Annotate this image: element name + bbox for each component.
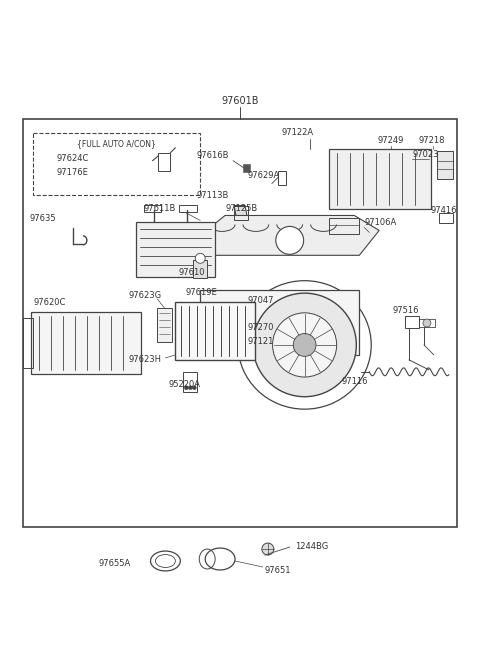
Polygon shape <box>195 215 379 255</box>
Bar <box>193 260 207 278</box>
Polygon shape <box>234 206 248 221</box>
Text: 97113B: 97113B <box>196 191 228 200</box>
Bar <box>243 164 250 172</box>
Bar <box>232 302 242 314</box>
Text: 97616B: 97616B <box>196 151 229 160</box>
Text: 97249: 97249 <box>377 136 404 145</box>
Circle shape <box>273 313 336 377</box>
Text: 97624C: 97624C <box>56 154 88 163</box>
Bar <box>157 308 172 342</box>
Bar <box>158 153 170 171</box>
Text: 97416: 97416 <box>431 206 457 215</box>
Circle shape <box>195 253 205 263</box>
Text: 97651: 97651 <box>265 567 291 576</box>
Text: 97122A: 97122A <box>282 128 314 138</box>
Circle shape <box>293 333 316 356</box>
Bar <box>200 290 360 355</box>
Bar <box>226 340 240 348</box>
Text: 97176E: 97176E <box>56 168 88 177</box>
Text: 97619E: 97619E <box>185 288 217 297</box>
Text: 97623G: 97623G <box>129 291 162 299</box>
Bar <box>183 372 197 392</box>
Text: 97125B: 97125B <box>225 204 257 213</box>
Bar <box>31 312 141 374</box>
Bar <box>419 319 435 327</box>
Text: 97047: 97047 <box>248 295 275 305</box>
Circle shape <box>253 293 356 397</box>
Text: 97620C: 97620C <box>33 297 66 307</box>
Bar <box>180 204 197 212</box>
Circle shape <box>262 543 274 555</box>
Circle shape <box>188 386 192 390</box>
Text: {FULL AUTO A/CON}: {FULL AUTO A/CON} <box>77 140 156 148</box>
Circle shape <box>184 386 188 390</box>
Text: 97601B: 97601B <box>221 96 259 106</box>
Text: 1244BG: 1244BG <box>295 542 328 551</box>
Text: 97121: 97121 <box>248 337 275 346</box>
Bar <box>329 219 360 234</box>
Text: 97623H: 97623H <box>129 356 162 364</box>
Circle shape <box>192 386 196 390</box>
Bar <box>437 151 453 179</box>
Circle shape <box>423 319 431 327</box>
Bar <box>136 223 215 277</box>
Bar <box>278 171 286 185</box>
Circle shape <box>233 323 243 333</box>
Text: 97516: 97516 <box>392 306 419 314</box>
Bar <box>405 316 419 328</box>
Circle shape <box>276 227 304 254</box>
Text: 97629A: 97629A <box>248 171 280 180</box>
Text: 97116: 97116 <box>341 377 368 386</box>
Text: 97218: 97218 <box>419 136 445 145</box>
Bar <box>33 133 200 195</box>
Text: 95220A: 95220A <box>168 381 201 389</box>
Bar <box>218 338 228 350</box>
Bar <box>23 318 33 368</box>
Bar <box>175 302 255 360</box>
Bar <box>329 149 431 208</box>
Text: 97270: 97270 <box>248 322 275 331</box>
Text: 97023: 97023 <box>413 150 440 159</box>
Bar <box>23 119 457 527</box>
Text: 97655A: 97655A <box>99 559 131 569</box>
Bar <box>439 214 453 223</box>
Bar <box>144 204 161 212</box>
Text: 97610: 97610 <box>179 268 205 276</box>
Text: 97106A: 97106A <box>364 218 396 227</box>
Text: 97635: 97635 <box>29 214 56 223</box>
Bar <box>234 206 248 221</box>
Text: 97611B: 97611B <box>144 204 176 213</box>
